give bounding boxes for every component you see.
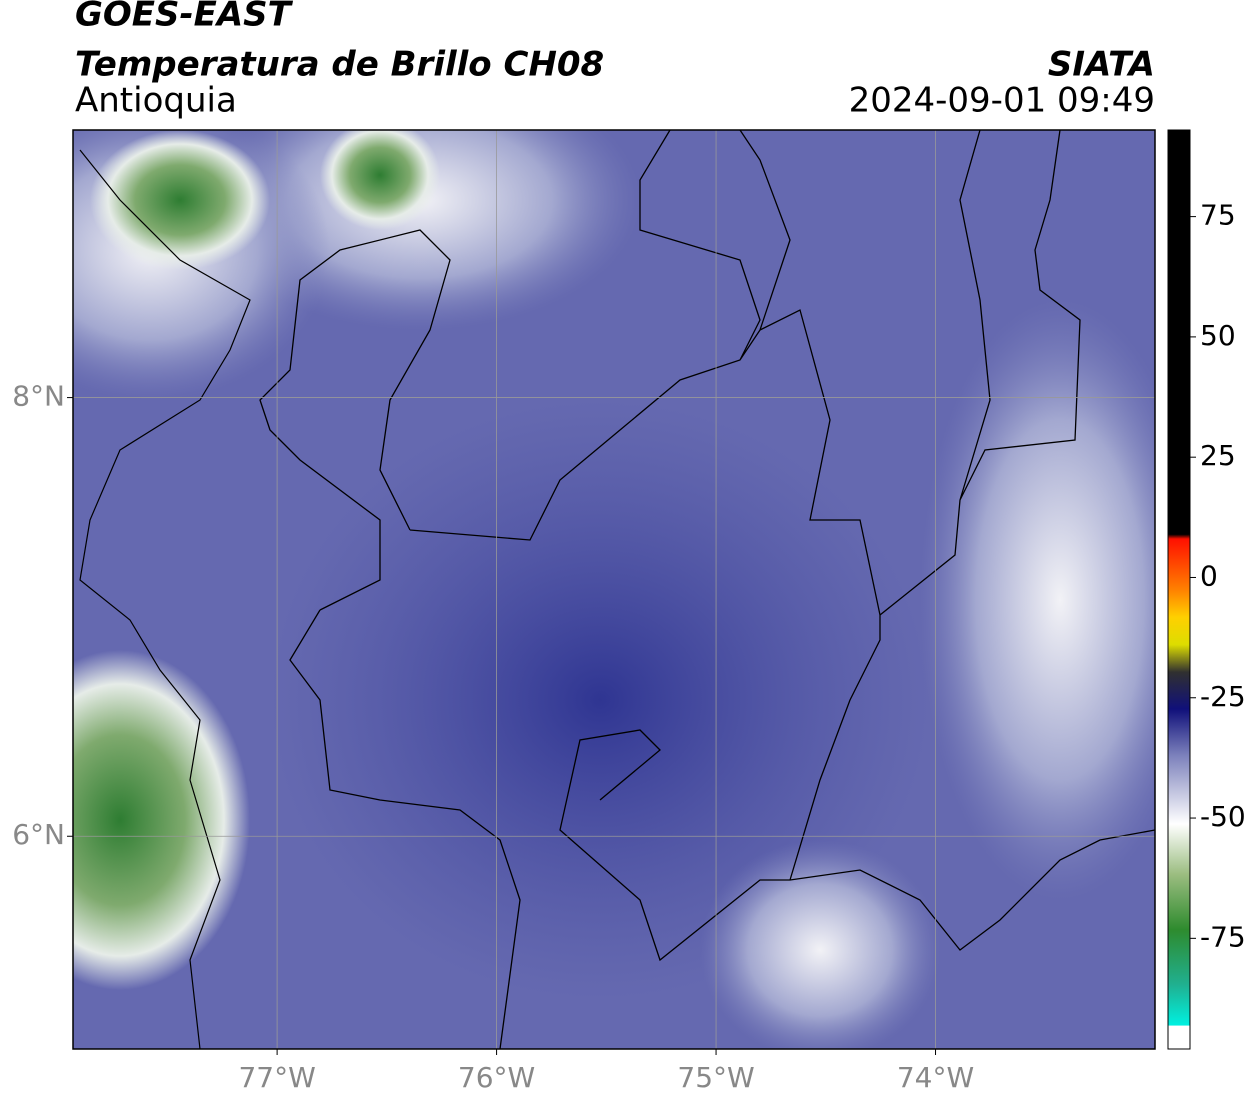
green-area (320, 130, 440, 230)
boundaries (259, 130, 1155, 1049)
colorbar-tick-label: 25 (1200, 439, 1236, 472)
map-frame (72, 129, 1156, 1050)
region: Antioquia (75, 81, 237, 121)
grid (73, 130, 1155, 1049)
colorbar-tick-label: 50 (1200, 319, 1236, 352)
colorbar-tick-label: -75 (1200, 920, 1246, 953)
y-tick-label: 6°N (12, 818, 65, 851)
source: SIATA (1048, 45, 1155, 85)
x-tick-label: 75°W (677, 1061, 754, 1094)
coastline (79, 149, 251, 1049)
cold-area (270, 400, 930, 1000)
map-field (73, 130, 1155, 1049)
timestamp: 2024-09-01 09:49 (849, 81, 1155, 121)
warm-area (920, 300, 1155, 900)
x-tick-label: 76°W (458, 1061, 535, 1094)
x-tick-label: 74°W (897, 1061, 974, 1094)
colorbar-tick-label: -50 (1200, 800, 1246, 833)
colorbar (1167, 129, 1191, 1050)
colorbar-tick-label: -25 (1200, 680, 1246, 713)
green-area (73, 650, 250, 990)
colorbar-tick-label: 75 (1200, 199, 1236, 232)
y-tick-label: 8°N (12, 380, 65, 413)
x-tick-label: 77°W (238, 1061, 315, 1094)
title: GOES-EAST (75, 0, 294, 35)
green-area (90, 130, 270, 270)
subtitle: Temperatura de Brillo CH08 (75, 45, 604, 85)
warm-area (700, 840, 940, 1049)
colorbar-tick-label: 0 (1200, 559, 1218, 592)
